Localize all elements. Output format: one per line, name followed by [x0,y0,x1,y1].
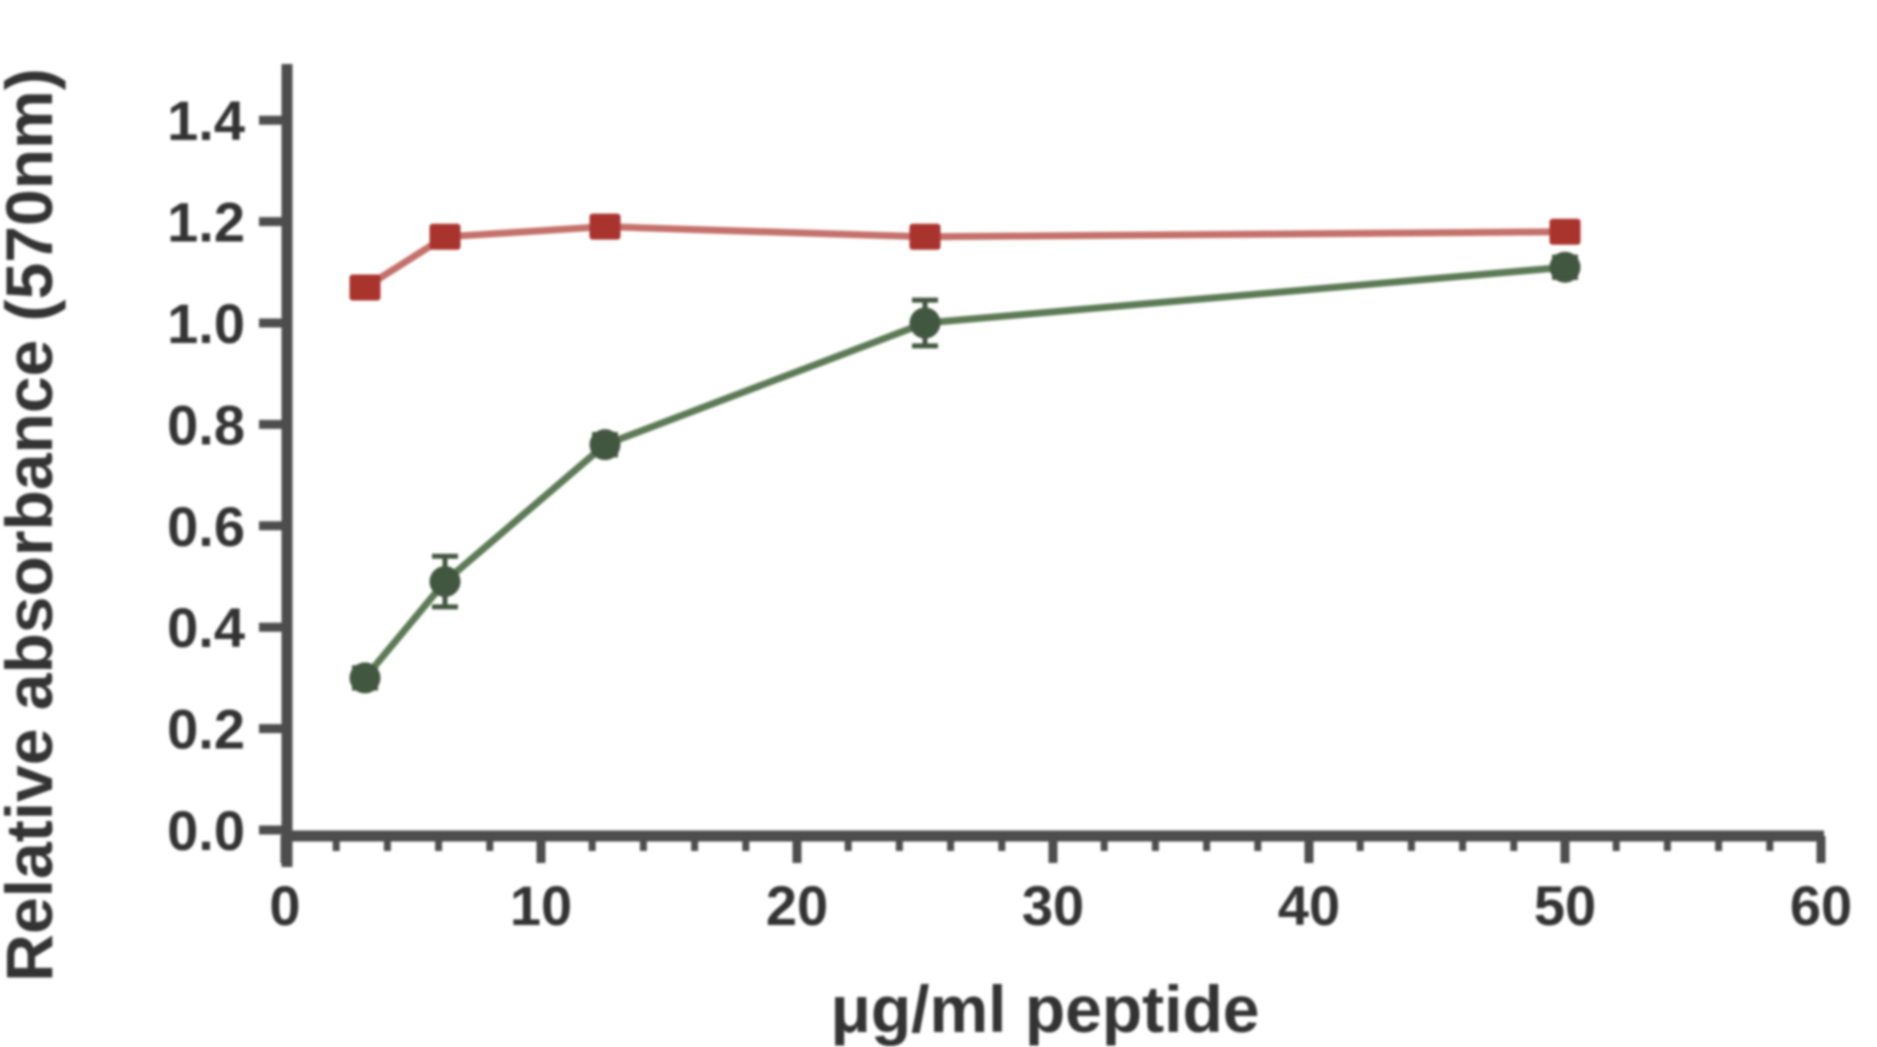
y-tick-label: 1.2 [167,191,245,254]
green-circle-marker [1549,251,1581,283]
x-tick-label: 20 [766,874,828,937]
green-circle-marker [349,662,381,694]
red-square-marker [429,223,461,250]
red-squares-line [361,223,1569,292]
red-square-marker [589,213,621,240]
x-tick-label: 30 [1022,874,1084,937]
x-axis-ticks [280,836,1826,866]
series-green-circles [349,251,1581,694]
axes [281,64,1824,867]
y-tick-label: 1.4 [167,89,245,152]
x-tick-label: 50 [1534,874,1596,937]
x-axis-title: μg/ml peptide [830,972,1259,1046]
red-square-marker [909,223,941,250]
green-circle-marker [589,429,621,461]
y-axis-title: Relative absorbance (570nm) [0,68,66,981]
green-circle-marker [429,566,461,598]
y-axis-ticks [259,115,287,835]
y-axis-tick-labels: 0.0 0.2 0.4 0.6 0.8 1.0 1.2 1.4 [167,89,245,862]
green-circle-marker [909,307,941,339]
x-tick-label: 40 [1278,874,1340,937]
x-tick-label: 10 [510,874,572,937]
y-tick-label: 0.4 [167,596,245,659]
y-tick-label: 0.0 [167,799,245,862]
green-circles-line [361,263,1569,682]
x-axis-tick-labels: 0 10 20 30 40 50 60 [269,874,1852,937]
x-tick-label: 60 [1790,874,1852,937]
y-tick-label: 0.6 [167,495,245,558]
red-square-marker [1549,218,1581,245]
y-tick-label: 1.0 [167,292,245,355]
y-tick-label: 0.2 [167,698,245,761]
plot-series [349,213,1581,694]
y-tick-label: 0.8 [167,393,245,456]
red-square-marker [349,274,381,301]
series-red-squares [349,213,1581,301]
x-tick-label: 0 [269,874,300,937]
